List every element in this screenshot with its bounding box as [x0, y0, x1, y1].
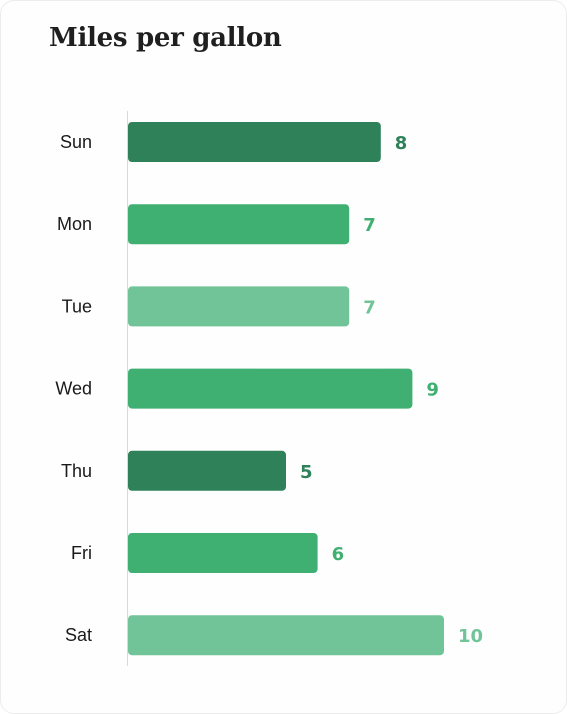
bar	[128, 122, 381, 162]
category-label: Wed	[55, 379, 92, 399]
bar	[128, 368, 413, 409]
bar	[128, 450, 286, 491]
category-label: Sun	[60, 132, 92, 152]
category-label: Thu	[61, 461, 92, 481]
value-label: 10	[458, 626, 483, 647]
bar	[128, 286, 350, 327]
category-label: Tue	[62, 296, 92, 316]
category-label: Mon	[57, 214, 92, 234]
category-label: Sat	[65, 625, 92, 645]
value-label: 6	[332, 544, 345, 565]
category-label: Fri	[71, 543, 92, 563]
bar	[128, 533, 318, 573]
value-label: 5	[300, 462, 313, 483]
value-label: 7	[363, 297, 376, 318]
value-label: 9	[426, 380, 439, 401]
bar	[128, 615, 444, 656]
value-label: 7	[363, 215, 376, 236]
value-label: 8	[395, 133, 408, 154]
bar	[128, 204, 350, 245]
chart-title: Miles per gallon	[49, 23, 282, 53]
